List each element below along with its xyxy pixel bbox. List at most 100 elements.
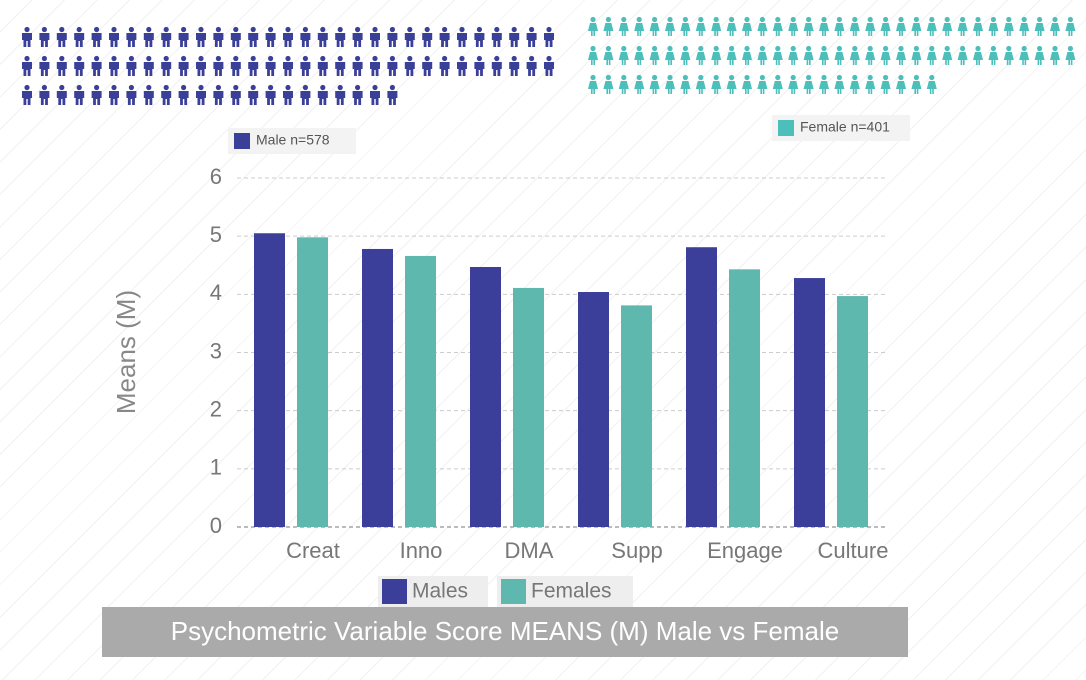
- icon-head: [163, 26, 169, 33]
- icon-body: [665, 81, 675, 94]
- person-icon: [911, 45, 922, 65]
- person-icon: [265, 26, 276, 47]
- person-icon: [387, 84, 398, 105]
- y-tick-label: 5: [210, 222, 222, 247]
- icon-head: [285, 55, 291, 62]
- icon-head: [636, 45, 642, 52]
- icon-body: [544, 33, 554, 47]
- legend-swatch: [382, 579, 407, 604]
- icon-body: [1065, 23, 1076, 36]
- person-icon: [439, 26, 450, 47]
- icon-body: [300, 33, 311, 47]
- icon-body: [370, 33, 380, 47]
- person-icon: [474, 26, 485, 47]
- icon-head: [442, 55, 448, 62]
- person-icon: [352, 55, 363, 76]
- icon-body: [404, 33, 415, 47]
- icon-head: [975, 16, 981, 23]
- icon-head: [1067, 45, 1073, 52]
- icon-head: [442, 26, 448, 33]
- icon-head: [94, 26, 100, 33]
- icon-head: [302, 84, 308, 91]
- icon-head: [24, 55, 30, 62]
- person-icon: [108, 26, 119, 47]
- icon-head: [713, 74, 719, 81]
- person-icon: [230, 84, 241, 105]
- icon-head: [1067, 16, 1073, 23]
- icon-body: [265, 62, 276, 76]
- icon-head: [898, 45, 904, 52]
- icon-body: [865, 23, 876, 36]
- icon-body: [957, 52, 968, 65]
- bar: [837, 296, 868, 527]
- icon-head: [713, 16, 719, 23]
- icon-head: [698, 45, 704, 52]
- person-icon: [603, 45, 614, 65]
- person-icon: [370, 26, 380, 47]
- icon-body: [788, 52, 799, 65]
- person-icon: [230, 55, 241, 76]
- icon-body: [618, 23, 629, 36]
- icon-head: [929, 74, 935, 81]
- icon-head: [898, 16, 904, 23]
- group-swatch: [234, 133, 250, 149]
- x-tick-label: Creat: [286, 538, 340, 563]
- icon-body: [39, 33, 50, 47]
- icon-body: [849, 52, 860, 65]
- icon-body: [896, 23, 906, 36]
- person-icon: [926, 45, 937, 65]
- icon-head: [652, 16, 658, 23]
- icon-body: [880, 81, 891, 94]
- person-icon: [695, 45, 706, 65]
- icon-head: [529, 55, 535, 62]
- x-tick-label: DMA: [505, 538, 554, 563]
- icon-body: [91, 62, 102, 76]
- person-icon: [56, 55, 67, 76]
- icon-body: [213, 62, 224, 76]
- icon-head: [198, 26, 204, 33]
- person-icon: [880, 45, 891, 65]
- icon-body: [1019, 23, 1030, 36]
- icon-body: [865, 81, 876, 94]
- icon-body: [161, 33, 172, 47]
- icon-head: [459, 55, 465, 62]
- person-icon: [143, 84, 154, 105]
- icon-body: [74, 62, 85, 76]
- icon-body: [695, 23, 706, 36]
- icon-body: [300, 91, 311, 105]
- icon-body: [880, 52, 891, 65]
- icon-head: [744, 74, 750, 81]
- icon-head: [667, 45, 673, 52]
- icon-body: [911, 23, 922, 36]
- person-icon: [317, 55, 328, 76]
- icon-body: [248, 33, 259, 47]
- icon-body: [711, 81, 722, 94]
- person-icon: [74, 26, 85, 47]
- icon-body: [819, 81, 829, 94]
- person-icon: [126, 26, 137, 47]
- icon-head: [852, 45, 858, 52]
- icon-head: [682, 74, 689, 81]
- icon-head: [790, 74, 796, 81]
- icon-head: [181, 84, 187, 91]
- icon-body: [230, 62, 241, 76]
- y-tick-label: 1: [210, 455, 222, 480]
- bar: [297, 237, 328, 527]
- icon-head: [250, 84, 256, 91]
- icon-head: [41, 26, 48, 33]
- icon-head: [337, 26, 343, 33]
- person-icon: [834, 45, 845, 65]
- person-icon: [352, 26, 363, 47]
- person-icon: [1065, 45, 1076, 65]
- person-icon: [849, 45, 860, 65]
- icon-body: [926, 52, 937, 65]
- person-icon: [973, 45, 983, 65]
- icon-head: [268, 84, 274, 91]
- icon-head: [320, 26, 326, 33]
- icon-head: [320, 55, 326, 62]
- icon-body: [988, 52, 999, 65]
- icon-head: [621, 16, 627, 23]
- person-icon: [819, 16, 829, 36]
- icon-body: [439, 33, 450, 47]
- person-icon: [742, 45, 752, 65]
